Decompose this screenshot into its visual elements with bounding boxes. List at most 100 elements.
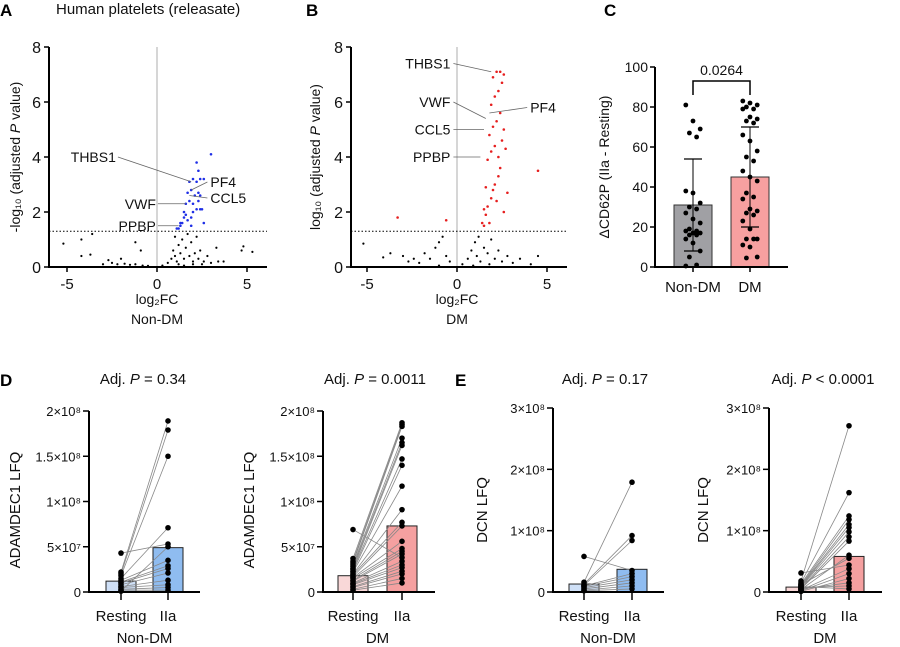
pair-line: [800, 536, 850, 589]
title-part: Adj.: [771, 371, 801, 388]
y-tick-label: 20: [632, 219, 648, 235]
point-nonsignificant: [423, 252, 426, 255]
data-point: [740, 242, 746, 248]
gene-annotation-label: PPBP: [119, 218, 156, 234]
pair-line: [583, 556, 633, 571]
data-point: [694, 228, 699, 234]
data-point: [694, 206, 699, 212]
pair-line: [800, 531, 850, 588]
annotation-leader-line: [117, 156, 192, 183]
point-nonsignificant: [134, 241, 137, 244]
point-nonsignificant: [139, 249, 142, 252]
pair-line: [120, 565, 169, 583]
title-part: Adj.: [100, 371, 130, 388]
pair-line: [352, 438, 403, 565]
point-nonsignificant: [251, 250, 254, 253]
data-point-iia: [399, 442, 405, 449]
point-significant: [498, 166, 502, 170]
point-significant: [493, 144, 497, 148]
data-point: [697, 248, 703, 254]
point-significant: [482, 207, 486, 211]
data-point-iia: [165, 565, 171, 572]
data-point-iia: [165, 427, 171, 433]
point-significant: [491, 75, 495, 79]
panel-a-title: Human platelets (releasate): [56, 1, 240, 18]
point-significant: [186, 218, 189, 222]
x-category-label: Resting: [328, 608, 379, 625]
y-tick-label: 1.5×10⁸: [35, 449, 81, 464]
data-point-iia: [165, 524, 171, 531]
x-category-label: Resting: [776, 608, 827, 625]
data-point-iia: [399, 571, 405, 577]
point-nonsignificant: [206, 254, 209, 258]
title-part: P: [592, 371, 602, 388]
y-axis-label: DCN LFQ: [695, 477, 712, 543]
point-significant: [480, 221, 484, 225]
pair-line: [352, 567, 403, 586]
group-label: Non-DM: [580, 630, 636, 647]
data-point: [751, 194, 756, 200]
data-point: [744, 236, 749, 242]
point-nonsignificant: [362, 242, 365, 245]
data-point: [754, 254, 760, 260]
data-point: [683, 236, 689, 242]
point-significant: [493, 95, 497, 98]
point-nonsignificant: [222, 260, 225, 263]
data-point: [747, 206, 753, 212]
pair-line: [800, 585, 850, 589]
point-nonsignificant: [110, 261, 114, 264]
point-significant: [179, 221, 182, 225]
gene-annotation-label: VWF: [419, 94, 450, 110]
gene-annotation-label: CCL5: [415, 122, 451, 138]
point-significant: [497, 89, 500, 93]
pair-line: [120, 456, 169, 576]
pair-line: [120, 420, 169, 573]
x-category-label: IIa: [160, 608, 177, 625]
point-significant: [484, 185, 488, 189]
data-point-iia: [399, 580, 405, 586]
data-point-iia: [846, 586, 852, 592]
panel-letter-a: A: [0, 1, 12, 20]
data-point-iia: [629, 479, 635, 486]
point-nonsignificant: [202, 260, 205, 263]
data-point: [683, 210, 689, 216]
pair-line: [800, 578, 850, 592]
pair-line: [583, 582, 633, 590]
pair-line: [800, 425, 850, 582]
point-nonsignificant: [123, 262, 126, 265]
point-nonsignificant: [500, 260, 504, 263]
data-point: [697, 230, 703, 236]
data-point-iia: [165, 570, 171, 576]
point-nonsignificant: [190, 241, 193, 244]
point-nonsignificant: [175, 260, 178, 263]
point-significant: [482, 224, 486, 228]
point-significant: [202, 177, 206, 181]
point-significant: [197, 169, 200, 173]
point-significant: [536, 169, 540, 173]
pair-line: [583, 535, 633, 585]
data-point: [751, 212, 756, 218]
pair-line: [800, 540, 850, 590]
data-point: [744, 104, 749, 110]
panel-letter-e: E: [455, 371, 466, 390]
pair-line: [352, 578, 403, 590]
point-nonsignificant: [116, 263, 119, 266]
pair-line: [120, 543, 169, 554]
data-point: [697, 200, 703, 206]
point-nonsignificant: [80, 238, 83, 241]
point-significant: [500, 81, 504, 85]
point-significant: [197, 191, 200, 195]
data-point: [744, 255, 749, 261]
point-nonsignificant: [401, 254, 405, 258]
data-point: [744, 154, 749, 160]
y-axis-label: log₁₀ (adjusted P value): [307, 84, 323, 230]
pair-line: [583, 540, 633, 586]
x-tick-label: 0: [453, 276, 461, 293]
point-nonsignificant: [107, 259, 110, 262]
y-tick-label: 1×10⁸: [510, 524, 545, 539]
data-point: [747, 244, 753, 250]
data-point-iia: [165, 418, 171, 424]
adjusted-p-title: Adj. P = 0.0011: [324, 371, 426, 388]
y-tick-label: 0: [32, 260, 41, 277]
point-nonsignificant: [191, 260, 195, 263]
